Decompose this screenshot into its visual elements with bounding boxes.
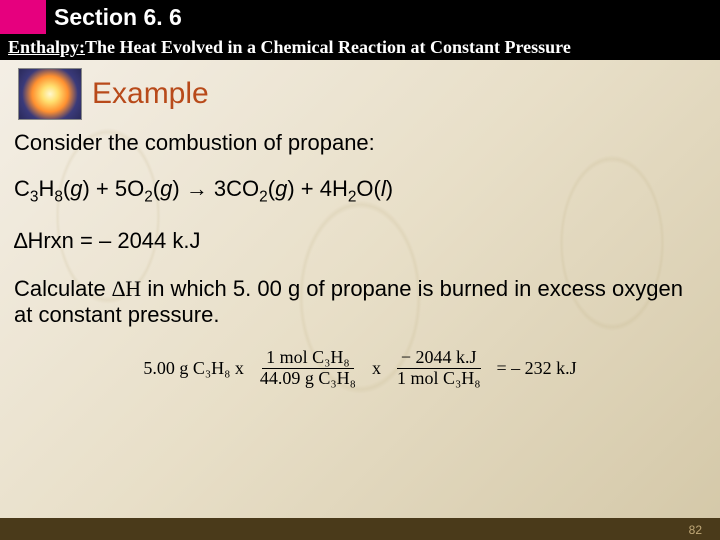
- section-title: Section 6. 6: [46, 0, 720, 34]
- intro-text: Consider the combustion of propane:: [14, 130, 706, 156]
- starburst-icon: [18, 68, 82, 120]
- subtitle-rest: The Heat Evolved in a Chemical Reaction …: [85, 37, 571, 58]
- section-bar: Section 6. 6: [0, 0, 720, 34]
- delta-h-symbol: ∆H: [112, 276, 141, 301]
- reaction-equation: C3H8(g) + 5O2(g) → 3CO2(g) + 4H2O(l): [14, 176, 706, 206]
- fraction-1: 1 mol C₃H₈ 44.09 g C₃H₈: [256, 348, 360, 389]
- example-label: Example: [92, 77, 209, 111]
- footer-bar: 82: [0, 518, 720, 540]
- page-number: 82: [689, 523, 702, 537]
- frac2-denominator: 1 mol C₃H₈: [393, 369, 485, 389]
- calc-lead: 5.00 g C₃H₈ x: [143, 358, 244, 379]
- calc-tail: = – 232 k.J: [497, 358, 577, 379]
- frac1-numerator: 1 mol C₃H₈: [262, 348, 354, 369]
- frac2-numerator: − 2044 k.J: [397, 348, 481, 369]
- accent-box: [0, 0, 46, 34]
- calc-mid: x: [372, 358, 381, 379]
- fraction-2: − 2044 k.J 1 mol C₃H₈: [393, 348, 485, 389]
- question-part1: Calculate: [14, 276, 112, 301]
- content-area: Consider the combustion of propane: C3H8…: [0, 130, 720, 389]
- subtitle-underlined: Enthalpy:: [8, 37, 85, 58]
- frac1-denominator: 44.09 g C₃H₈: [256, 369, 360, 389]
- example-row: Example: [18, 68, 720, 120]
- delta-h-rxn: ∆Hrxn = – 2044 k.J: [14, 228, 706, 254]
- question-text: Calculate ∆H in which 5. 00 g of propane…: [14, 276, 706, 328]
- slide-header: Section 6. 6 Enthalpy: The Heat Evolved …: [0, 0, 720, 60]
- subtitle-bar: Enthalpy: The Heat Evolved in a Chemical…: [0, 34, 720, 60]
- calculation-row: 5.00 g C₃H₈ x 1 mol C₃H₈ 44.09 g C₃H₈ x …: [14, 348, 706, 389]
